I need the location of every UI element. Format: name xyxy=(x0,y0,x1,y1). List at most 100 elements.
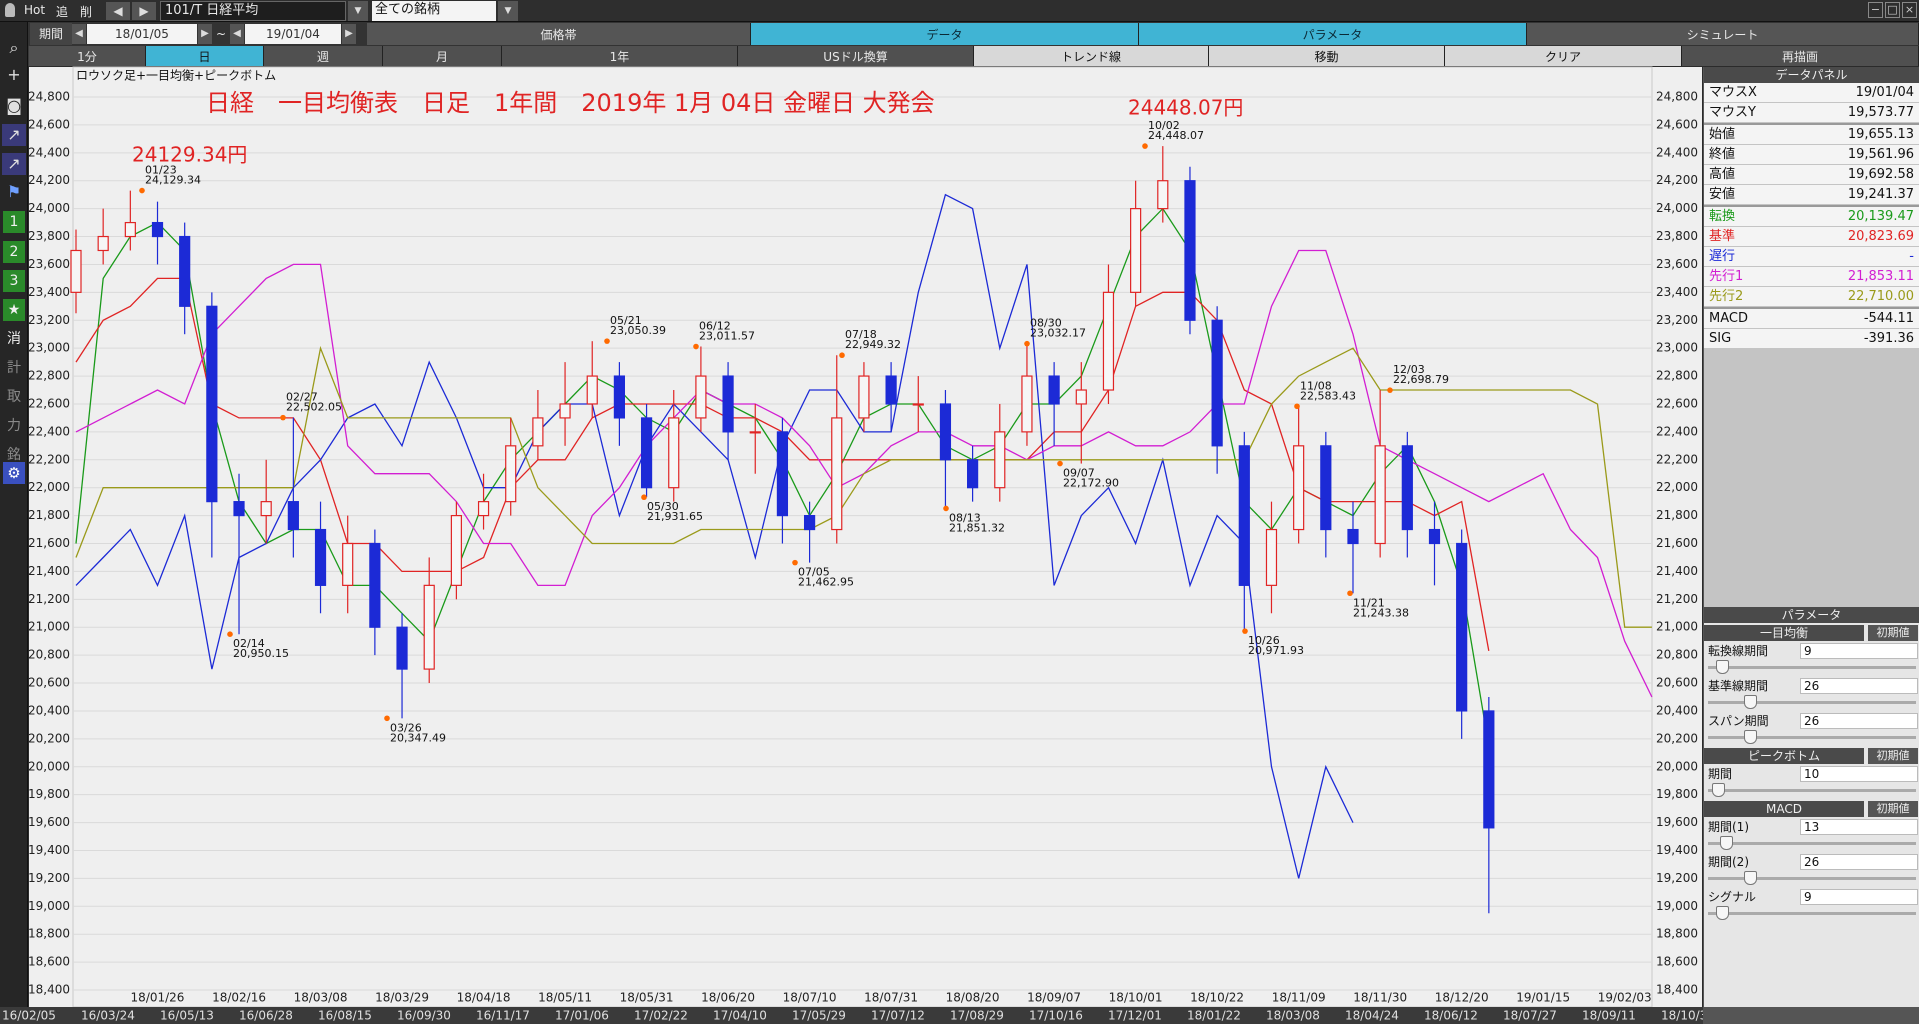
candle-body xyxy=(885,375,897,405)
lower-date-label: 17/04/10 xyxy=(713,1009,767,1023)
candle-body xyxy=(722,375,734,433)
peak-date: 03/26 xyxy=(390,721,422,734)
y-tick-label: 23,200 xyxy=(28,313,70,327)
y-tick-label-right: 18,600 xyxy=(1656,955,1698,969)
candle-body xyxy=(423,584,435,670)
candle-body xyxy=(803,514,816,531)
peak-value: 21,243.38 xyxy=(1353,606,1409,619)
y-tick-label-right: 21,400 xyxy=(1656,564,1698,578)
candle-body xyxy=(1184,180,1196,321)
lower-date-label: 16/03/24 xyxy=(81,1009,135,1023)
y-tick-label-right: 19,200 xyxy=(1656,871,1698,885)
peak-annotation: 24448.07円 xyxy=(1128,96,1243,120)
peak-date: 06/12 xyxy=(699,320,731,333)
y-tick-label: 20,400 xyxy=(28,703,70,717)
y-tick-label: 19,200 xyxy=(28,871,70,885)
peak-value: 21,462.95 xyxy=(798,576,854,589)
y-tick-label: 21,000 xyxy=(28,620,70,634)
y-tick-label-right: 20,200 xyxy=(1656,731,1698,745)
y-tick-label: 22,400 xyxy=(28,424,70,438)
y-tick-label-right: 24,800 xyxy=(1656,90,1698,104)
y-tick-label: 19,400 xyxy=(28,843,70,857)
y-tick-label-right: 22,400 xyxy=(1656,424,1698,438)
y-tick-label: 24,800 xyxy=(28,90,70,104)
y-tick-label-right: 23,200 xyxy=(1656,313,1698,327)
lower-date-strip xyxy=(0,1007,1919,1024)
lower-date-label: 18/09/11 xyxy=(1582,1009,1636,1023)
peak-value: 23,032.17 xyxy=(1030,327,1086,340)
x-tick-label: 18/07/31 xyxy=(864,991,918,1005)
lower-date-label: 18/03/08 xyxy=(1266,1009,1320,1023)
peak-value: 22,583.43 xyxy=(1300,389,1356,402)
y-tick-label-right: 22,800 xyxy=(1656,369,1698,383)
peak-marker xyxy=(1057,460,1063,467)
y-tick-label-right: 22,200 xyxy=(1656,452,1698,466)
peak-marker xyxy=(1142,143,1148,149)
y-tick-label-right: 24,200 xyxy=(1656,173,1698,187)
lower-date-label: 16/06/28 xyxy=(239,1009,293,1023)
peak-marker xyxy=(1242,628,1248,634)
x-tick-label: 18/06/20 xyxy=(701,991,755,1005)
lower-date-label: 17/12/01 xyxy=(1108,1009,1162,1023)
candle-body xyxy=(749,431,761,434)
peak-marker xyxy=(839,352,845,359)
peak-date: 07/18 xyxy=(845,328,877,341)
peak-annotation: 24129.34円 xyxy=(132,143,247,167)
y-tick-label: 20,200 xyxy=(28,731,70,745)
candle-body xyxy=(287,501,299,531)
peak-marker xyxy=(1347,590,1353,597)
candle-body xyxy=(124,221,136,238)
candle-body xyxy=(1102,291,1115,391)
x-tick-label: 18/11/30 xyxy=(1353,991,1407,1005)
peak-marker xyxy=(139,187,145,194)
candle-body xyxy=(613,375,626,419)
peak-date: 12/03 xyxy=(1393,363,1425,376)
x-tick-label: 18/09/07 xyxy=(1027,991,1081,1005)
y-tick-label-right: 23,000 xyxy=(1656,341,1698,355)
y-tick-label-right: 23,400 xyxy=(1656,285,1698,299)
y-tick-label: 18,600 xyxy=(28,955,70,969)
candle-body xyxy=(1293,445,1305,531)
peak-date: 09/07 xyxy=(1063,467,1095,480)
peak-value: 23,011.57 xyxy=(699,330,755,343)
x-tick-label: 19/02/03 xyxy=(1598,991,1652,1005)
y-tick-label: 24,400 xyxy=(28,145,70,159)
candle-body xyxy=(179,235,191,307)
candle-body xyxy=(369,542,381,628)
peak-marker xyxy=(384,715,390,722)
candle-body xyxy=(206,305,218,503)
peak-value: 24,129.34 xyxy=(145,174,201,187)
peak-value: 22,172.90 xyxy=(1063,477,1119,490)
y-tick-label: 19,000 xyxy=(28,899,70,913)
candle-body xyxy=(1456,542,1468,712)
x-tick-label: 18/03/29 xyxy=(375,991,429,1005)
y-tick-label: 22,600 xyxy=(28,396,70,410)
candle-body xyxy=(314,528,327,586)
y-tick-label-right: 20,400 xyxy=(1656,703,1698,717)
y-tick-label: 20,600 xyxy=(28,676,70,690)
candle-body xyxy=(858,375,870,419)
peak-value: 21,851.32 xyxy=(949,521,1005,534)
y-tick-label-right: 23,600 xyxy=(1656,257,1698,271)
peak-marker xyxy=(1294,403,1300,410)
y-tick-label: 20,800 xyxy=(28,648,70,662)
candle-body xyxy=(233,501,245,517)
y-tick-label: 23,600 xyxy=(28,257,70,271)
peak-value: 20,347.49 xyxy=(390,731,446,744)
candle-body xyxy=(831,417,843,531)
peak-marker xyxy=(641,494,647,501)
x-tick-label: 18/11/09 xyxy=(1272,991,1326,1005)
y-tick-label-right: 18,400 xyxy=(1656,983,1698,997)
candle-body xyxy=(640,417,653,489)
x-tick-label: 18/05/11 xyxy=(538,991,592,1005)
peak-value: 22,949.32 xyxy=(845,338,901,351)
y-tick-label-right: 24,400 xyxy=(1656,145,1698,159)
y-tick-label-right: 19,400 xyxy=(1656,843,1698,857)
y-tick-label: 18,800 xyxy=(28,927,70,941)
y-tick-label: 23,000 xyxy=(28,341,70,355)
peak-date: 08/13 xyxy=(949,511,981,524)
x-tick-label: 18/10/01 xyxy=(1109,991,1163,1005)
candle-body xyxy=(396,626,408,670)
peak-marker xyxy=(227,631,233,637)
